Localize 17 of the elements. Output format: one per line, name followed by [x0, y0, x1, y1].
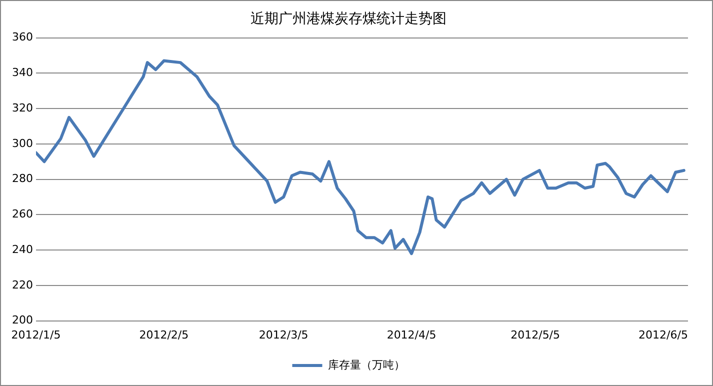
y-tick-label: 360 — [12, 30, 33, 44]
y-tick-label: 200 — [12, 314, 33, 327]
chart-title: 近期广州港煤炭存煤统计走势图 — [250, 11, 446, 28]
x-tick-label: 2012/4/5 — [386, 328, 436, 342]
y-tick-label: 260 — [12, 208, 33, 221]
x-tick-label: 2012/5/5 — [510, 328, 560, 342]
y-tick-label: 280 — [12, 172, 33, 186]
x-tick-label: 2012/2/5 — [139, 328, 189, 342]
y-tick-label: 320 — [12, 101, 33, 114]
y-tick-label: 220 — [12, 278, 33, 292]
y-tick-label: 340 — [12, 66, 33, 80]
x-tick-label: 2012/3/5 — [258, 328, 308, 342]
x-tick-label: 2012/6/5 — [638, 328, 688, 342]
legend-label: 库存量（万吨） — [328, 358, 405, 372]
y-tick-label: 300 — [12, 136, 33, 150]
y-tick-label: 240 — [12, 242, 33, 256]
x-tick-label: 2012/1/5 — [11, 328, 61, 342]
